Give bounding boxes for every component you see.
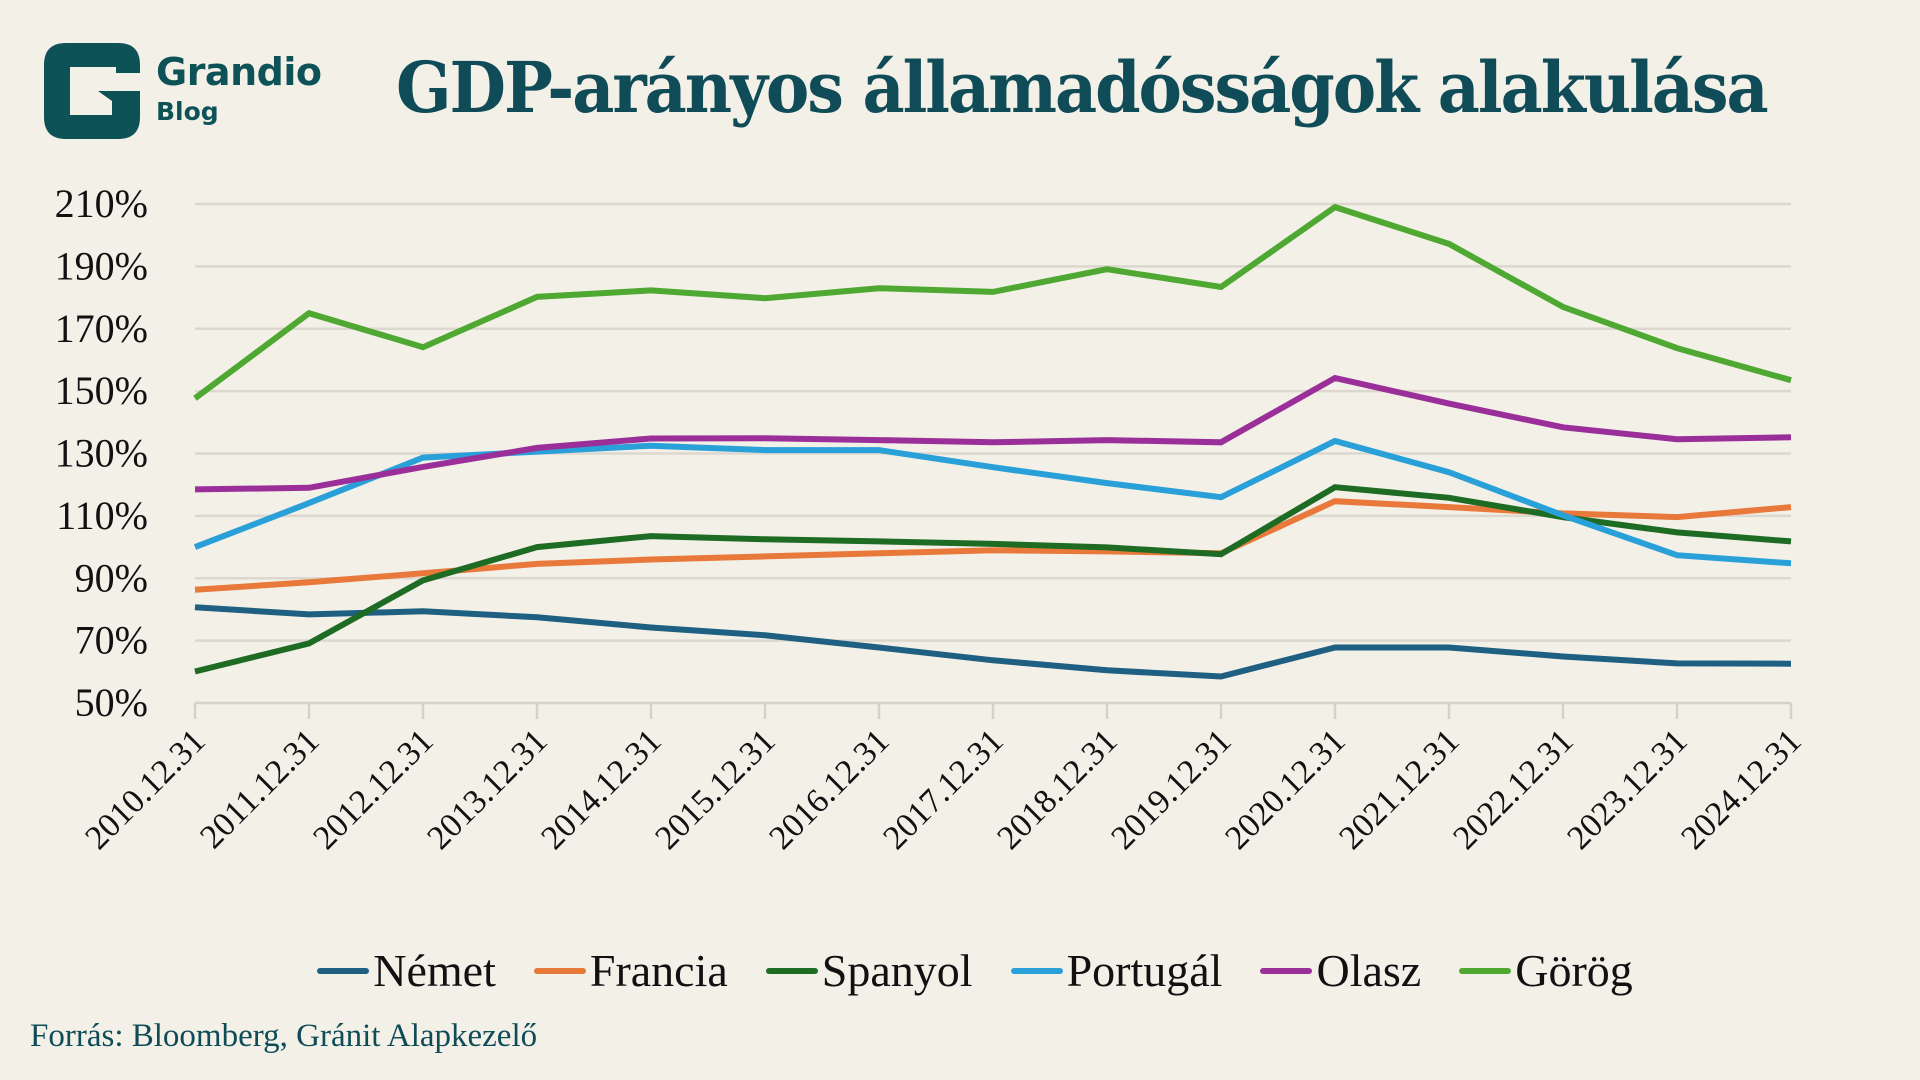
- line-chart: 50% 70% 90% 110% 130% 150% 170% 190% 210% 2010.1…: [55, 181, 1809, 857]
- y-tick-label: 90%: [75, 555, 148, 600]
- y-tick-label: 50%: [75, 680, 148, 725]
- legend-swatch: [317, 967, 370, 974]
- x-tick-label: 2021.12.31: [1332, 722, 1466, 856]
- brand-name: Grandio: [156, 50, 322, 94]
- legend-label: Olasz: [1316, 945, 1422, 996]
- x-tick-label: 2016.12.31: [762, 722, 896, 856]
- legend-swatch: [1459, 967, 1512, 974]
- x-tick-label: 2010.12.31: [78, 722, 212, 856]
- series-line-görög: [193, 203, 1792, 401]
- series-line-spanyol: [194, 484, 1792, 675]
- y-tick-label: 70%: [75, 618, 148, 663]
- x-tick-label: 2017.12.31: [876, 722, 1010, 856]
- logo-g-shape: [44, 43, 140, 139]
- y-tick-label: 130%: [55, 431, 148, 476]
- legend-item: Görög: [1459, 944, 1633, 997]
- x-tick-label: 2024.12.31: [1674, 722, 1808, 856]
- legend-item: Portugál: [1010, 944, 1223, 997]
- x-tick-label: 2022.12.31: [1446, 722, 1580, 856]
- legend-swatch: [1260, 967, 1313, 974]
- legend-swatch: [533, 967, 586, 974]
- legend-item: Olasz: [1260, 944, 1421, 997]
- legend-label: Görög: [1515, 945, 1633, 996]
- legend-item: Spanyol: [765, 944, 973, 997]
- legend-label: Német: [373, 945, 496, 996]
- chart-title: GDP-arányos államadósságok alakulása: [396, 46, 1769, 129]
- source-note: Forrás: Bloomberg, Gránit Alapkezelő: [30, 1018, 538, 1054]
- x-tick-label: 2013.12.31: [420, 722, 554, 856]
- series-line-portugál: [193, 437, 1792, 567]
- legend-swatch: [1010, 967, 1063, 974]
- x-tick-label: 2015.12.31: [648, 722, 782, 856]
- x-axis: 2010.12.312011.12.312012.12.312013.12.31…: [78, 701, 1809, 857]
- y-tick-label: 150%: [55, 368, 148, 413]
- y-tick-label: 210%: [55, 181, 148, 226]
- x-tick-label: 2012.12.31: [306, 722, 440, 856]
- x-tick-label: 2023.12.31: [1560, 722, 1694, 856]
- y-axis-labels: 50% 70% 90% 110% 130% 150% 170% 190% 210%: [55, 181, 148, 725]
- x-tick-label: 2018.12.31: [990, 722, 1124, 856]
- x-tick-label: 2019.12.31: [1104, 722, 1238, 856]
- legend-label: Francia: [589, 945, 728, 996]
- legend: Német Francia Spanyol Portugál Olasz Görög: [0, 944, 1920, 997]
- x-tick-label: 2014.12.31: [534, 722, 668, 856]
- brand-subtitle: Blog: [156, 97, 219, 126]
- series-line-német: [194, 604, 1792, 680]
- legend-label: Portugál: [1066, 945, 1223, 996]
- grandio-logo-icon: [44, 43, 140, 139]
- legend-item: Francia: [533, 944, 728, 997]
- x-tick-label: 2020.12.31: [1218, 722, 1352, 856]
- y-tick-label: 170%: [55, 306, 148, 351]
- legend-label: Spanyol: [821, 945, 973, 996]
- legend-item: Német: [317, 944, 496, 997]
- x-tick-label: 2011.12.31: [193, 722, 326, 855]
- legend-swatch: [765, 967, 818, 974]
- y-tick-label: 110%: [56, 493, 148, 538]
- series-line-olasz: [194, 374, 1792, 493]
- y-tick-label: 190%: [55, 243, 148, 288]
- series-lines: [193, 203, 1792, 680]
